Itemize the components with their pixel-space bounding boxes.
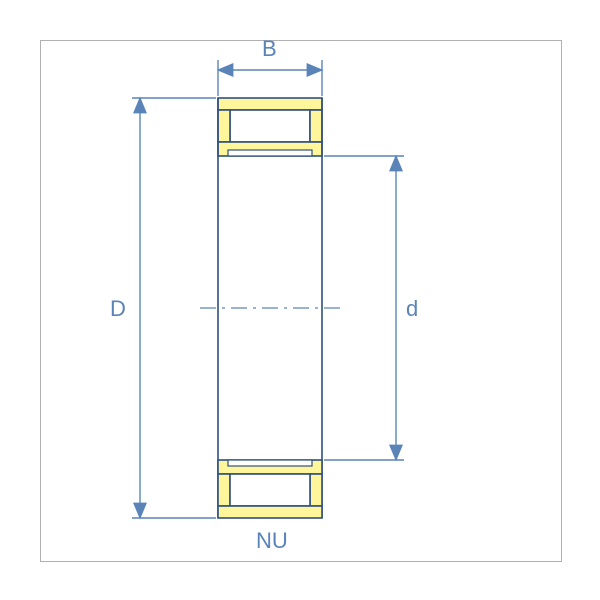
label-NU: NU [256, 528, 288, 554]
label-d: d [406, 296, 418, 322]
diagram-canvas: B D d NU [0, 0, 600, 600]
label-B: B [262, 36, 277, 62]
label-D: D [110, 296, 126, 322]
